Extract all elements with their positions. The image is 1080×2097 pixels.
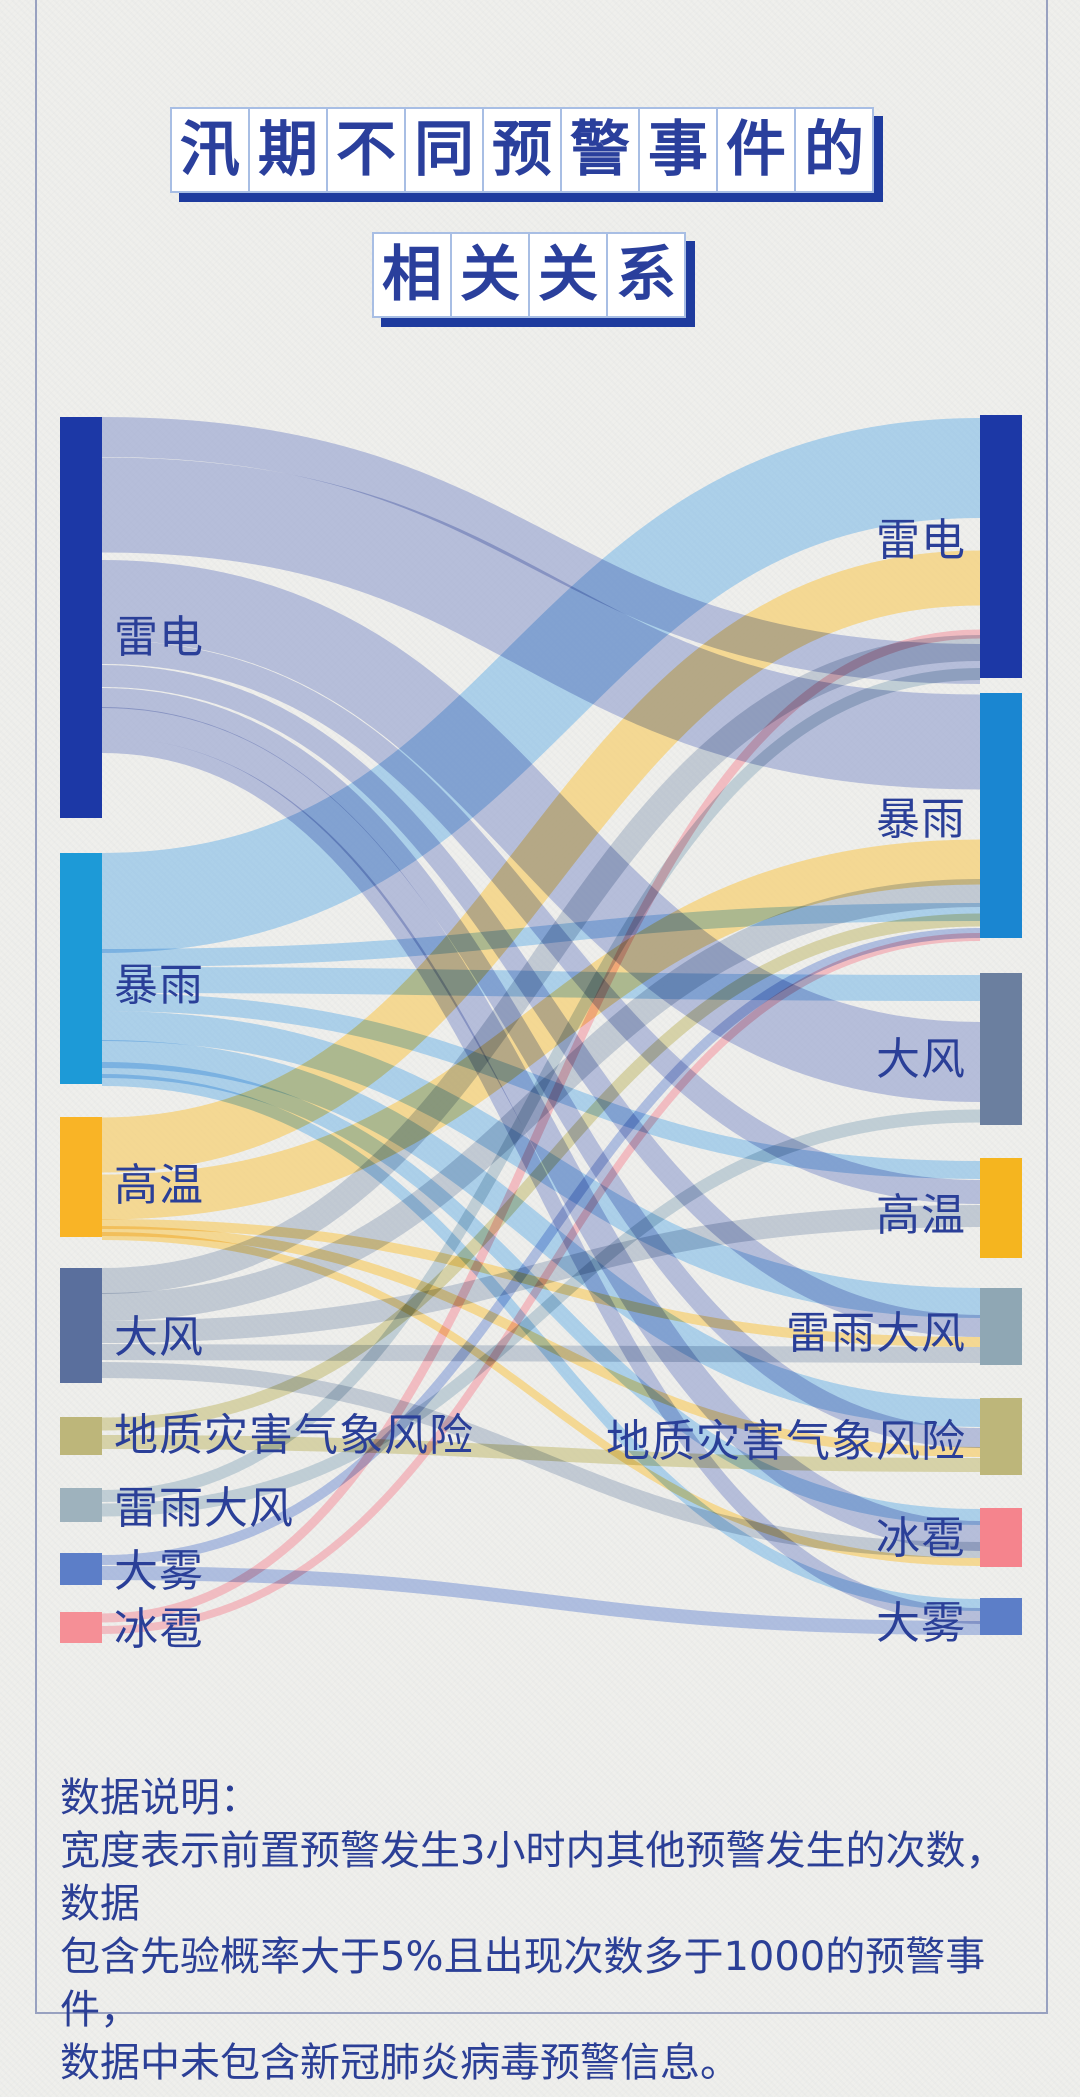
- title-row-2: 相关关系: [372, 232, 686, 318]
- note-lines: 宽度表示前置预警发生3小时内其他预警发生的次数，数据 包含先验概率大于5%且出现次…: [60, 1825, 1020, 2090]
- title-char: 件: [726, 115, 786, 185]
- node-label-right-dafeng: 大风: [876, 1034, 966, 1085]
- node-bar-right-dizhi: [980, 1398, 1022, 1475]
- title-row-1: 汛期不同预警事件的: [170, 107, 874, 193]
- node-bar-left-dawu: [60, 1553, 102, 1585]
- title-line1-box-6: 事: [638, 107, 718, 193]
- node-bar-left-leiyudafeng: [60, 1488, 102, 1522]
- flow-gaowen-to-bingbao: [101, 1232, 981, 1566]
- flow-baoyu-to-bingbao: [101, 1062, 981, 1525]
- node-bar-left-dafeng: [60, 1268, 102, 1383]
- node-label-right-dawu: 大雾: [876, 1598, 966, 1649]
- frame-right-border: [1046, 0, 1048, 2013]
- title-line2-box-3: 系: [606, 232, 686, 318]
- flow-leidian-to-leidian: [101, 417, 981, 684]
- title-line1-box-0: 汛: [170, 107, 250, 193]
- flow-bingbao-to-leidian: [101, 629, 981, 1623]
- title-line1-box-1: 期: [248, 107, 328, 193]
- title-line1-box-5: 警: [560, 107, 640, 193]
- title-char: 同: [414, 115, 474, 185]
- flow-gaowen-to-baoyu: [101, 839, 981, 1220]
- node-label-right-bingbao: 冰雹: [876, 1513, 966, 1564]
- title-char: 警: [570, 115, 630, 185]
- flow-leiyudafeng-to-dafeng: [101, 1109, 981, 1517]
- flow-baoyu-to-leiyudafeng: [101, 1011, 981, 1318]
- title-char: 不: [336, 115, 396, 185]
- node-label-right-gaowen: 高温: [876, 1190, 966, 1241]
- node-bar-left-gaowen: [60, 1117, 102, 1237]
- flow-dafeng-to-gaowen: [101, 1205, 981, 1343]
- flow-baoyu-to-dawu: [101, 1074, 981, 1611]
- node-label-left-leiyudafeng: 雷雨大风: [114, 1483, 294, 1534]
- title-line1-box-4: 预: [482, 107, 562, 193]
- node-bar-left-baoyu: [60, 853, 102, 1084]
- frame-left-border: [35, 0, 37, 2013]
- title-line2-box-0: 相: [372, 232, 452, 318]
- note-heading: 数据说明：: [60, 1775, 260, 1821]
- node-bar-right-leiyudafeng: [980, 1288, 1022, 1365]
- flow-baoyu-to-dizhi: [101, 1040, 981, 1427]
- flow-baoyu-to-gaowen: [101, 993, 981, 1179]
- title-char: 预: [492, 115, 552, 185]
- node-label-left-bingbao: 冰雹: [114, 1604, 204, 1655]
- node-bar-right-leidian: [980, 415, 1022, 678]
- flow-dafeng-to-leiyudafeng: [101, 1344, 981, 1363]
- node-label-right-leiyudafeng: 雷雨大风: [786, 1308, 966, 1359]
- flow-baoyu-to-baoyu: [101, 903, 981, 967]
- flow-baoyu-to-dafeng: [101, 967, 981, 1001]
- note-line-2: 包含先验概率大于5%且出现次数多于1000的预警事件，: [60, 1934, 986, 2033]
- node-bar-left-leidian: [60, 417, 102, 818]
- node-label-right-baoyu: 暴雨: [876, 794, 966, 845]
- node-label-left-baoyu: 暴雨: [114, 960, 204, 1011]
- title-line1-box-7: 件: [716, 107, 796, 193]
- title-line1-box-3: 同: [404, 107, 484, 193]
- node-bar-right-baoyu: [980, 693, 1022, 938]
- flow-baoyu-to-leidian: [101, 418, 981, 953]
- node-label-left-leidian: 雷电: [114, 612, 204, 663]
- node-label-left-dawu: 大雾: [114, 1546, 204, 1597]
- title-char: 汛: [180, 115, 240, 185]
- title-char: 关: [460, 240, 520, 310]
- node-bar-right-gaowen: [980, 1158, 1022, 1258]
- node-bar-right-bingbao: [980, 1508, 1022, 1567]
- title-char: 关: [538, 240, 598, 310]
- title-line2-box-2: 关: [528, 232, 608, 318]
- title-line1-box-2: 不: [326, 107, 406, 193]
- title-line2-box-1: 关: [450, 232, 530, 318]
- note-line-3: 数据中未包含新冠肺炎病毒预警信息。: [60, 2040, 740, 2086]
- node-label-left-dizhi: 地质灾害气象风险: [114, 1410, 474, 1461]
- node-bar-right-dafeng: [980, 973, 1022, 1125]
- title-char: 系: [616, 240, 676, 310]
- title-char: 的: [804, 115, 864, 185]
- title-line1-box-8: 的: [794, 107, 874, 193]
- note-line-1: 宽度表示前置预警发生3小时内其他预警发生的次数，数据: [60, 1828, 1006, 1927]
- node-label-left-dafeng: 大风: [114, 1312, 204, 1363]
- title-char: 期: [258, 115, 318, 185]
- note-block: 数据说明： 宽度表示前置预警发生3小时内其他预警发生的次数，数据 包含先验概率大于…: [60, 1772, 1020, 2090]
- frame-bottom-border: [35, 2012, 1048, 2014]
- node-bar-right-dawu: [980, 1598, 1022, 1635]
- title-char: 相: [382, 240, 442, 310]
- node-bar-left-dizhi: [60, 1417, 102, 1455]
- node-label-right-dizhi: 地质灾害气象风险: [606, 1416, 966, 1467]
- node-label-right-leidian: 雷电: [876, 515, 966, 566]
- title-char: 事: [648, 115, 708, 185]
- flow-dawu-to-dawu: [101, 1566, 981, 1635]
- node-label-left-gaowen: 高温: [114, 1160, 204, 1211]
- node-bar-left-bingbao: [60, 1612, 102, 1643]
